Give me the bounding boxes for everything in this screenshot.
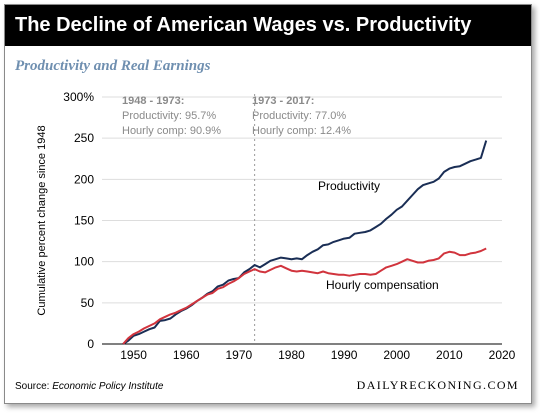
- gridlines: [102, 96, 502, 304]
- brand-watermark: DAILYRECKONING.COM: [356, 378, 519, 392]
- source-label: Source:: [15, 381, 53, 392]
- series-line-hourly-compensation: [122, 247, 487, 345]
- annotation-right-period: 1973 - 2017:: [252, 95, 314, 107]
- y-tick-label: 250: [74, 131, 94, 145]
- chart-card: The Decline of American Wages vs. Produc…: [4, 4, 532, 404]
- x-tick-label: 1990: [331, 348, 358, 362]
- x-tick-label: 1950: [120, 348, 147, 362]
- page-title: The Decline of American Wages vs. Produc…: [5, 5, 531, 46]
- series-label-productivity: Productivity: [318, 179, 380, 193]
- annotation-left-productivity: Productivity: 95.7%: [122, 110, 216, 122]
- source-name: Economic Policy Institute: [52, 381, 164, 392]
- chart-subtitle: Productivity and Real Earnings: [15, 58, 211, 74]
- x-tick-label: 2000: [383, 348, 410, 362]
- y-tick-labels: 0 50 100 150 200 250 300%: [63, 90, 94, 351]
- line-chart: 0 50 100 150 200 250 300% 1950 1960 1970 1980 1990…: [36, 90, 516, 362]
- series-line-productivity: [122, 140, 488, 345]
- x-tick-label: 1970: [225, 348, 252, 362]
- x-tick-label: 1960: [173, 348, 200, 362]
- x-tick-label: 2020: [489, 348, 516, 362]
- source-note: Source: Economic Policy Institute: [15, 381, 163, 392]
- x-tick-label: 2010: [436, 348, 463, 362]
- y-tick-label: 300%: [63, 90, 94, 104]
- series-label-hourly: Hourly compensation: [326, 278, 439, 292]
- y-tick-label: 0: [87, 337, 94, 351]
- annotation-left-hourly: Hourly comp: 90.9%: [122, 125, 221, 137]
- y-tick-label: 200: [74, 172, 94, 186]
- annotation-right-hourly: Hourly comp: 12.4%: [252, 125, 351, 137]
- x-tick-label: 1980: [278, 348, 305, 362]
- y-tick-label: 150: [74, 214, 94, 228]
- x-tick-labels: 1950 1960 1970 1980 1990 2000 2010 2020: [120, 348, 515, 362]
- y-axis-label: Cumulative percent change since 1948: [36, 125, 48, 315]
- annotation-left-period: 1948 - 1973:: [122, 95, 184, 107]
- y-tick-label: 50: [81, 296, 95, 310]
- y-tick-label: 100: [74, 255, 94, 269]
- annotation-right-productivity: Productivity: 77.0%: [252, 110, 346, 122]
